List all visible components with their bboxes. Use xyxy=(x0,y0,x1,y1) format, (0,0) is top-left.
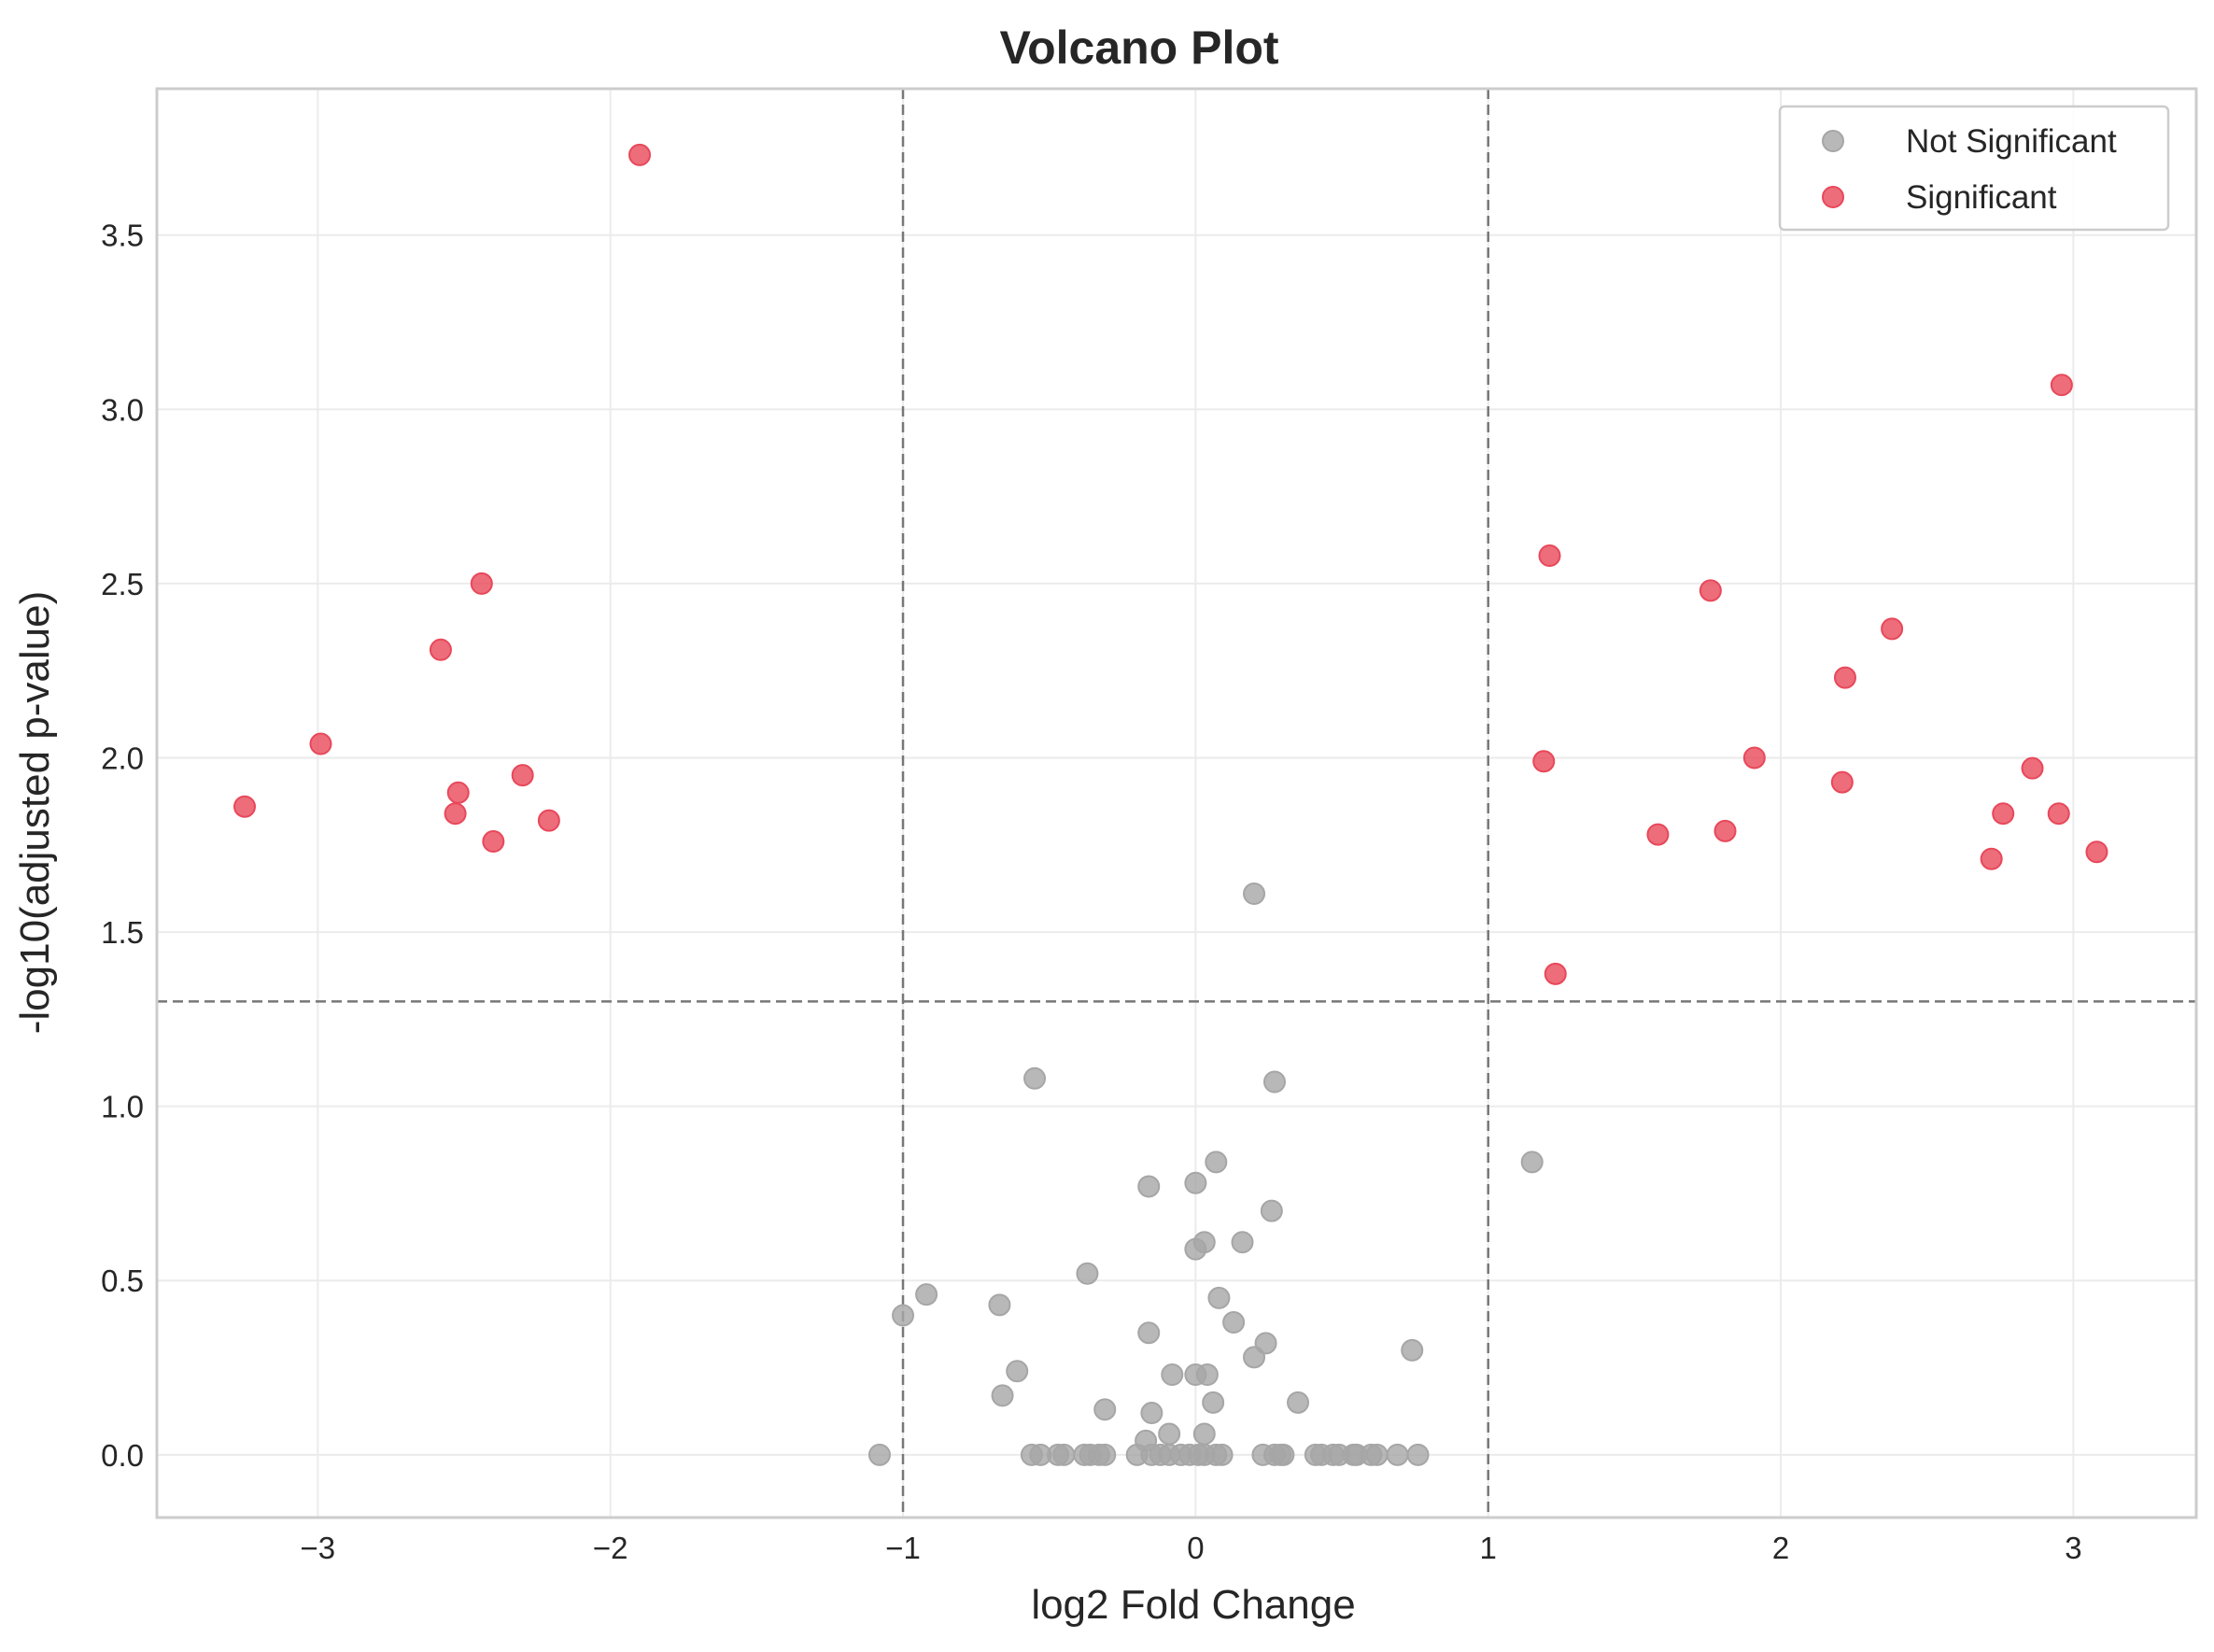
not-significant-point xyxy=(1195,1363,1219,1386)
legend-box xyxy=(1778,105,2170,232)
significant-point xyxy=(1833,666,1856,689)
not-significant-point xyxy=(1222,1311,1246,1334)
tick-labels: −3 −2 −1 0 1 2 3 0.0 0.5 1.0 1.5 2.0 2.5 3.0 3.5 xyxy=(101,219,2081,1565)
not-significant-point xyxy=(1076,1262,1099,1285)
significant-point xyxy=(1881,617,1904,641)
not-significant-point xyxy=(1207,1286,1231,1309)
significant-point xyxy=(1544,962,1567,985)
y-tick-label: 3.5 xyxy=(101,219,144,253)
legend-marker-significant xyxy=(1822,186,1844,208)
not-significant-point xyxy=(1260,1199,1283,1222)
not-significant-point xyxy=(1365,1443,1389,1466)
significant-point xyxy=(1646,823,1670,846)
x-tick-label: 1 xyxy=(1480,1531,1497,1565)
x-tick-label: −1 xyxy=(885,1531,921,1565)
x-tick-label: 3 xyxy=(2065,1531,2081,1565)
y-axis-label: -log10(adjusted p-value) xyxy=(12,591,58,1035)
not-significant-point xyxy=(1243,882,1266,906)
not-significant-point xyxy=(1406,1443,1430,1466)
significant-point xyxy=(1713,819,1737,842)
significant-point xyxy=(2050,374,2073,397)
x-tick-label: −2 xyxy=(593,1531,628,1565)
significant-point xyxy=(309,732,332,755)
not-significant-point xyxy=(1093,1443,1117,1466)
significant-point xyxy=(2047,802,2070,826)
not-significant-point xyxy=(1205,1151,1228,1174)
y-tick-label: 2.5 xyxy=(101,567,144,601)
not-significant-point xyxy=(991,1384,1014,1407)
y-tick-label: 3.0 xyxy=(101,392,144,427)
y-tick-label: 0.5 xyxy=(101,1264,144,1298)
x-axis-label: log2 Fold Change xyxy=(1031,1582,1355,1628)
not-significant-point xyxy=(915,1283,938,1306)
x-tick-label: 2 xyxy=(1772,1531,1789,1565)
legend-marker-not-significant xyxy=(1822,130,1844,152)
data-points xyxy=(233,143,2108,1466)
not-significant-point xyxy=(1184,1171,1207,1194)
significant-point xyxy=(233,795,257,818)
y-tick-label: 1.5 xyxy=(101,915,144,950)
significant-point xyxy=(2021,756,2044,780)
significant-point xyxy=(1538,544,1561,568)
not-significant-point xyxy=(1158,1422,1181,1446)
not-significant-point xyxy=(1137,1321,1161,1345)
y-tick-label: 2.0 xyxy=(101,741,144,775)
significant-point xyxy=(1992,802,2015,826)
significant-point xyxy=(429,638,452,661)
x-tick-label: −3 xyxy=(301,1531,336,1565)
not-significant-point xyxy=(1520,1151,1544,1174)
not-significant-point xyxy=(1202,1391,1225,1414)
x-tick-label: 0 xyxy=(1187,1531,1204,1565)
not-significant-point xyxy=(1184,1237,1207,1261)
not-significant-point xyxy=(1287,1391,1310,1414)
not-significant-point xyxy=(1161,1363,1184,1386)
y-tick-label: 1.0 xyxy=(101,1090,144,1124)
significant-point xyxy=(1980,847,2003,870)
threshold-lines xyxy=(157,89,2196,1518)
not-significant-point xyxy=(1231,1231,1254,1254)
significant-point xyxy=(446,781,470,804)
legend-label-not-significant: Not Significant xyxy=(1906,123,2117,160)
chart-title: Volcano Plot xyxy=(999,21,1278,74)
significant-point xyxy=(1830,770,1854,794)
significant-point xyxy=(537,809,560,832)
grid-lines xyxy=(157,89,2196,1518)
significant-point xyxy=(511,764,534,787)
significant-point xyxy=(628,143,652,166)
significant-point xyxy=(1699,579,1722,602)
not-significant-point xyxy=(1386,1443,1409,1466)
y-tick-label: 0.0 xyxy=(101,1438,144,1473)
significant-point xyxy=(2085,840,2108,864)
not-significant-point xyxy=(1192,1422,1216,1446)
significant-point xyxy=(482,830,505,854)
not-significant-point xyxy=(867,1443,891,1466)
not-significant-point xyxy=(1137,1175,1161,1198)
not-significant-point xyxy=(1052,1443,1076,1466)
not-significant-point xyxy=(1140,1402,1163,1425)
not-significant-point xyxy=(1401,1338,1424,1362)
not-significant-point xyxy=(1023,1066,1047,1090)
not-significant-point xyxy=(1243,1346,1266,1369)
significant-point xyxy=(1742,746,1766,770)
significant-point xyxy=(1532,750,1556,773)
plot-frame xyxy=(155,87,2198,1519)
legend-label-significant: Significant xyxy=(1906,179,2057,216)
legend: Not Significant Significant xyxy=(1778,105,2170,232)
not-significant-point xyxy=(892,1304,915,1327)
significant-point xyxy=(444,802,467,826)
not-significant-point xyxy=(1093,1398,1117,1421)
not-significant-point xyxy=(1272,1443,1295,1466)
not-significant-point xyxy=(1006,1360,1029,1383)
not-significant-point xyxy=(1262,1070,1286,1094)
not-significant-point xyxy=(988,1293,1011,1317)
significant-point xyxy=(470,572,493,595)
not-significant-point xyxy=(1210,1443,1234,1466)
